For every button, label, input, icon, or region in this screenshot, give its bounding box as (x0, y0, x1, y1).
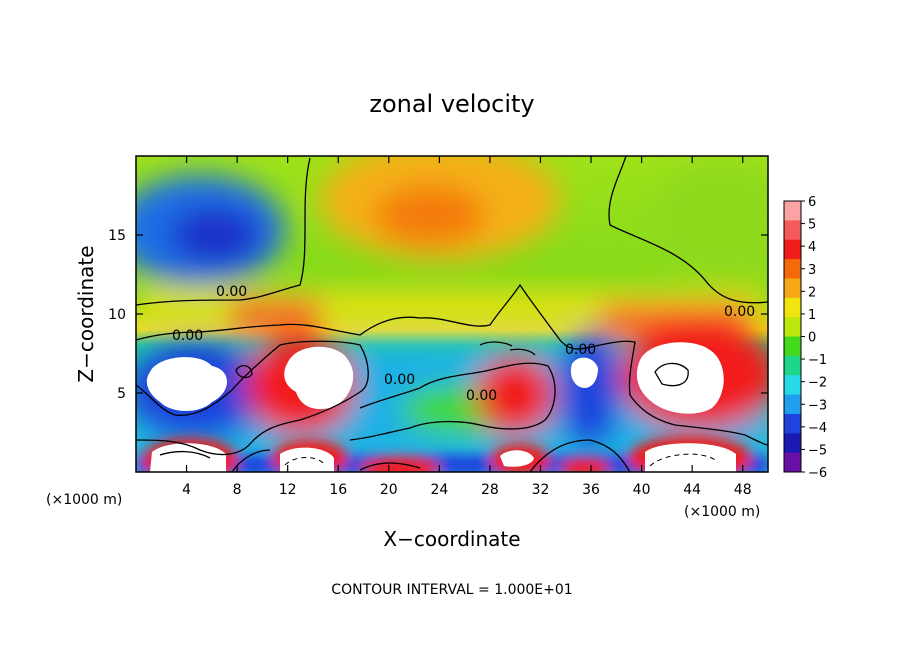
colorbar-tick-label: −3 (808, 398, 827, 413)
x-unit-right: (×1000 m) (684, 504, 760, 520)
y-axis-label: Z−coordinate (74, 245, 98, 382)
contour-label: 0.00 (724, 304, 755, 320)
x-axis-ticks: 4 8 12 16 20 24 28 32 36 40 44 48 (182, 156, 752, 498)
contour-interval-note: CONTOUR INTERVAL = 1.000E+01 (331, 582, 572, 598)
dark-blue-core (170, 207, 260, 263)
colorbar-swatch (784, 297, 801, 318)
x-tick-label: 48 (734, 482, 752, 498)
colorbar-swatch (784, 239, 801, 260)
red-lower-center (475, 355, 555, 435)
x-tick-label: 32 (532, 482, 550, 498)
saturated-cores (146, 342, 736, 472)
x-tick-label: 16 (329, 482, 347, 498)
colorbar-tick-label: 4 (808, 240, 816, 255)
heatmap-field (136, 156, 768, 472)
colorbar-swatch (784, 278, 801, 299)
y-tick-label: 5 (117, 386, 126, 402)
colorbar-swatch (784, 452, 801, 473)
contour-label: 0.00 (565, 342, 596, 358)
contour-lines (136, 156, 768, 472)
colorbar: 6 5 4 3 2 1 0 −1 −2 −3 −4 −5 −6 (783, 195, 827, 481)
colorbar-tick-label: −1 (808, 353, 827, 368)
chart-title: zonal velocity (369, 90, 534, 118)
x-tick-label: 4 (182, 482, 191, 498)
colorbar-tick-label: 6 (808, 195, 816, 210)
colorbar-swatch (784, 394, 801, 415)
x-tick-label: 24 (430, 482, 448, 498)
contour-label: 0.00 (466, 388, 497, 404)
contour-label: 0.00 (384, 372, 415, 388)
x-tick-label: 44 (683, 482, 701, 498)
colorbar-tick-label: 2 (808, 285, 816, 300)
colorbar-swatch (784, 375, 801, 396)
x-tick-label: 40 (633, 482, 651, 498)
colorbar-swatch (784, 317, 801, 337)
negative-contours (284, 453, 719, 467)
colorbar-swatch (784, 355, 801, 376)
x-tick-label: 36 (582, 482, 600, 498)
x-tick-label: 28 (481, 482, 499, 498)
colorbar-swatch (784, 201, 801, 221)
colorbar-swatch (784, 259, 801, 279)
colorbar-tick-label: −6 (808, 466, 827, 481)
blue-lower-mid (560, 330, 620, 450)
contour-label: 0.00 (216, 284, 247, 300)
contour-labels: 0.00 0.00 0.00 0.00 0.00 0.00 (172, 284, 755, 404)
colorbar-tick-label: 0 (808, 331, 816, 346)
colorbar-tick-label: 3 (808, 263, 816, 278)
colorbar-tick-label: 1 (808, 308, 816, 323)
x-axis-label: X−coordinate (383, 527, 520, 551)
colorbar-tick-label: −4 (808, 421, 827, 436)
colorbar-swatch (784, 433, 801, 454)
colorbar-swatch (784, 413, 801, 434)
x-tick-label: 8 (233, 482, 242, 498)
x-unit-left: (×1000 m) (46, 492, 122, 508)
colorbar-tick-label: −5 (808, 443, 827, 458)
x-tick-label: 12 (279, 482, 297, 498)
colorbar-swatch (784, 336, 801, 357)
y-tick-label: 15 (108, 228, 126, 244)
colorbar-tick-label: 5 (808, 218, 816, 233)
y-axis-ticks: 5 10 15 (108, 228, 768, 402)
colorbar-swatch (784, 220, 801, 241)
contour-label: 0.00 (172, 328, 203, 344)
colorbar-tick-label: −2 (808, 376, 827, 391)
x-tick-label: 20 (380, 482, 398, 498)
orange-core (375, 185, 485, 245)
green-patch-right (650, 160, 768, 280)
y-tick-label: 10 (108, 307, 126, 323)
